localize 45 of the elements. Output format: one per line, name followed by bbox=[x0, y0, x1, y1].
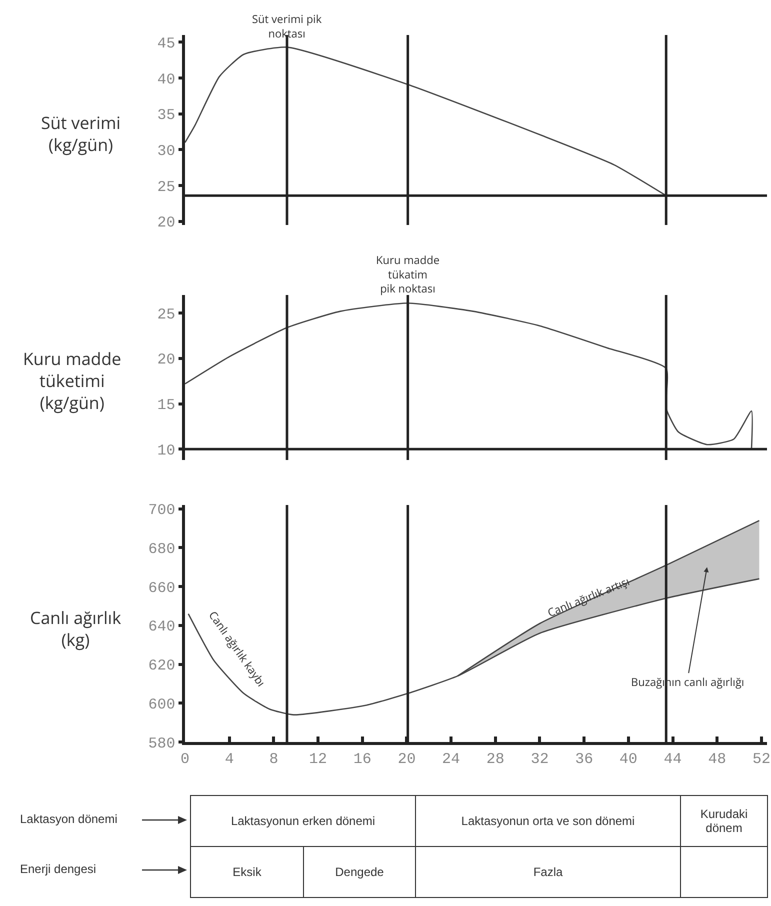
x-tick-label: 4 bbox=[224, 750, 234, 768]
x-tick-label: 8 bbox=[269, 750, 278, 768]
y-tick-label: 640 bbox=[148, 618, 176, 636]
y-axis-title: Canlı ağırlık (kg) bbox=[30, 606, 122, 652]
y-tick-label: 580 bbox=[148, 735, 176, 752]
x-tick-label: 24 bbox=[442, 750, 460, 768]
y-tick-label: 35 bbox=[157, 107, 176, 124]
x-tick-label: 32 bbox=[530, 750, 549, 768]
y-tick-label: 10 bbox=[157, 442, 176, 460]
y-tick-label: 660 bbox=[148, 580, 176, 597]
y-tick-label: 600 bbox=[148, 696, 176, 714]
x-tick-label: 16 bbox=[353, 750, 372, 768]
x-tick-label: 44 bbox=[664, 750, 682, 768]
text: Fazla bbox=[415, 846, 681, 898]
annotation: Kuru madde tükatim pik noktası bbox=[376, 253, 440, 297]
x-tick-label: 48 bbox=[708, 750, 726, 768]
text: Dengede bbox=[303, 846, 416, 898]
y-tick-label: 700 bbox=[148, 502, 176, 520]
y-tick-label: 30 bbox=[157, 142, 176, 160]
y-tick-label: 25 bbox=[157, 306, 176, 324]
y-axis-title: Süt verimi (kg/gün) bbox=[41, 111, 121, 156]
annotation: Süt verimi pik noktası bbox=[252, 12, 322, 42]
text: Eksik bbox=[190, 846, 304, 898]
y-tick-label: 15 bbox=[157, 397, 176, 414]
y-axis-title: Kuru madde tüketimi (kg/gün) bbox=[23, 347, 122, 414]
text: Kurudaki dönem bbox=[680, 795, 768, 847]
annotation: Canlı ağırlık artışı bbox=[545, 574, 632, 621]
y-tick-label: 40 bbox=[157, 71, 176, 88]
text: Laktasyon dönemi bbox=[20, 812, 118, 826]
text: Laktasyonun erken dönemi bbox=[190, 795, 416, 847]
y-tick-label: 620 bbox=[148, 658, 176, 675]
text: Laktasyonun orta ve son dönemi bbox=[415, 795, 681, 847]
text: Enerji dengesi bbox=[20, 862, 96, 876]
x-tick-label: 12 bbox=[309, 750, 328, 768]
x-tick-label: 0 bbox=[180, 750, 190, 768]
x-tick-label: 20 bbox=[398, 750, 416, 768]
y-tick-label: 25 bbox=[157, 178, 176, 196]
x-tick-label: 40 bbox=[619, 750, 638, 768]
y-tick-label: 45 bbox=[157, 35, 176, 52]
y-tick-label: 20 bbox=[157, 214, 176, 232]
y-tick-label: 20 bbox=[157, 352, 176, 369]
x-tick-label: 52 bbox=[752, 750, 770, 768]
x-tick-label: 36 bbox=[575, 750, 594, 768]
x-tick-label: 28 bbox=[486, 750, 504, 768]
y-tick-label: 680 bbox=[148, 540, 176, 558]
